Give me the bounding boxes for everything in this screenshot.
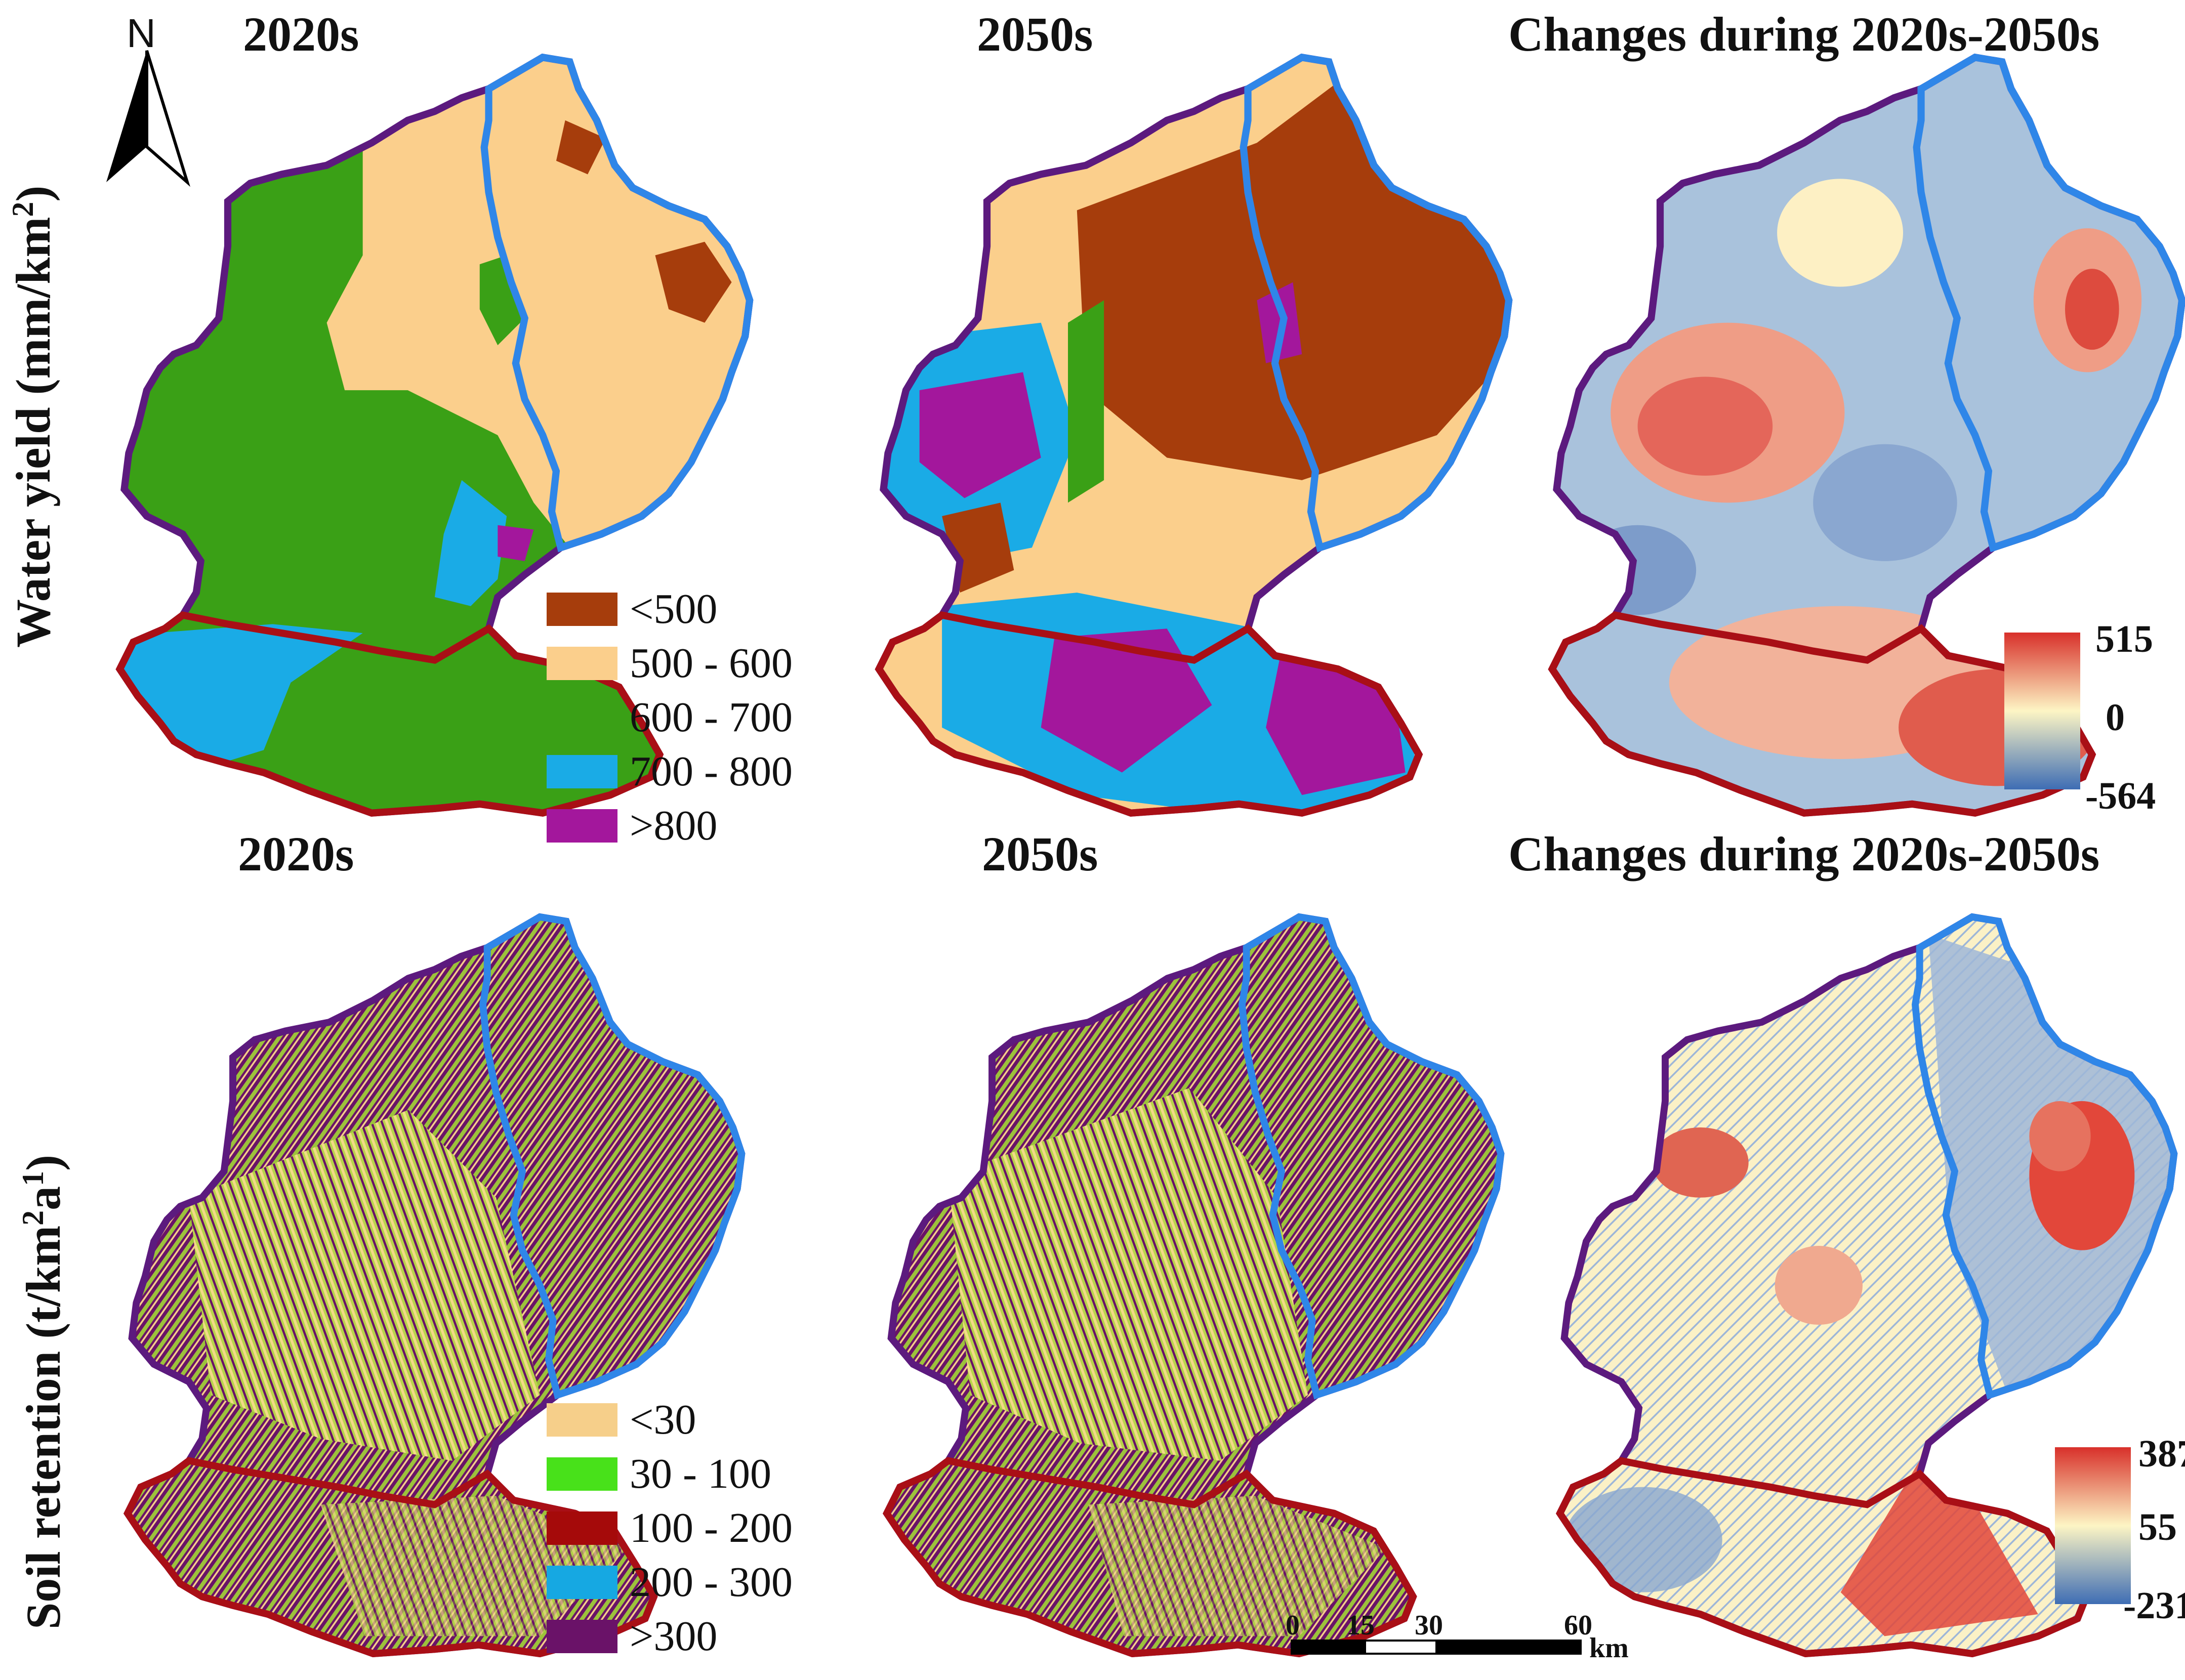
scale-segment (1437, 1640, 1582, 1655)
legend-label: 30 - 100 (630, 1450, 771, 1497)
row1-title-2020s: 2020s (243, 7, 359, 61)
legend-label: 200 - 300 (630, 1558, 793, 1606)
scale-tick: 30 (1415, 1610, 1443, 1641)
row1-ylabel-sup: 2 (6, 201, 39, 217)
map-soil-retention-2050s (810, 891, 1569, 1680)
map-soil-retention-change (1508, 891, 2185, 1680)
scale-bar: 0 15 30 60 km (1286, 1609, 1640, 1665)
legend-label: >800 (630, 802, 718, 849)
legend-item: <500 (547, 582, 793, 636)
legend-item: >800 (547, 799, 793, 853)
north-label: N (127, 11, 156, 56)
map-water-yield-2050s (810, 30, 1569, 840)
legend-swatch (547, 1619, 617, 1653)
row2-colorbar (2055, 1447, 2131, 1604)
legend-label: 100 - 200 (630, 1504, 793, 1551)
legend-label: <30 (630, 1396, 696, 1443)
row1-colorbar-min: -564 (2085, 775, 2156, 817)
row1-colorbar (2004, 633, 2080, 789)
row2-colorbar-mid: 55 (2138, 1506, 2177, 1548)
row1-title-changes: Changes during 2020s-2050s (1508, 7, 2100, 61)
row2-title-2050s: 2050s (982, 827, 1098, 881)
legend-swatch (547, 700, 617, 734)
row1-title-2050s: 2050s (977, 7, 1093, 61)
legend-label: 500 - 600 (630, 639, 793, 687)
legend-item: 700 - 800 (547, 744, 793, 799)
legend-swatch (547, 1565, 617, 1599)
legend-item: 200 - 300 (547, 1555, 793, 1609)
legend-label: 600 - 700 (630, 693, 793, 741)
scale-segment (1291, 1640, 1364, 1655)
scale-unit: km (1589, 1632, 1629, 1664)
scale-segment (1364, 1640, 1437, 1655)
legend-item: >300 (547, 1609, 793, 1663)
row2-legend: <30 30 - 100 100 - 200 200 - 300 >300 (547, 1393, 793, 1663)
legend-swatch (547, 1403, 617, 1437)
scale-tick: 0 (1286, 1610, 1300, 1641)
row1-colorbar-mid: 0 (2106, 696, 2125, 739)
map-water-yield-change (1508, 30, 2185, 840)
north-arrow-icon (106, 50, 190, 187)
row1-legend: <500 500 - 600 600 - 700 700 - 800 >800 (547, 582, 793, 853)
legend-swatch (547, 592, 617, 626)
north-arrow: N (96, 10, 197, 187)
legend-item: <30 (547, 1393, 793, 1447)
map-water-yield-2020s (51, 30, 810, 840)
legend-item: 600 - 700 (547, 690, 793, 744)
row2-colorbar-max: 387 (2138, 1433, 2185, 1475)
row2-ylabel-sup: 2 (16, 1210, 50, 1226)
legend-swatch (547, 754, 617, 788)
legend-item: 30 - 100 (547, 1447, 793, 1501)
legend-label: 700 - 800 (630, 747, 793, 795)
scale-tick: 15 (1346, 1610, 1375, 1641)
legend-swatch (547, 646, 617, 680)
legend-swatch (547, 1511, 617, 1545)
legend-swatch (547, 809, 617, 843)
legend-label: <500 (630, 585, 718, 633)
legend-swatch (547, 1457, 617, 1491)
legend-item: 100 - 200 (547, 1501, 793, 1555)
legend-label: >300 (630, 1612, 718, 1660)
row2-colorbar-min: -231 (2123, 1584, 2185, 1627)
scale-tick: 60 (1564, 1610, 1592, 1641)
legend-item: 500 - 600 (547, 636, 793, 690)
row1-colorbar-max: 515 (2095, 618, 2153, 660)
row2-title-2020s: 2020s (238, 827, 354, 881)
map-soil-retention-2020s (51, 891, 810, 1680)
row2-title-changes: Changes during 2020s-2050s (1508, 827, 2100, 881)
row2-ylabel-sup2: 1 (16, 1170, 50, 1186)
